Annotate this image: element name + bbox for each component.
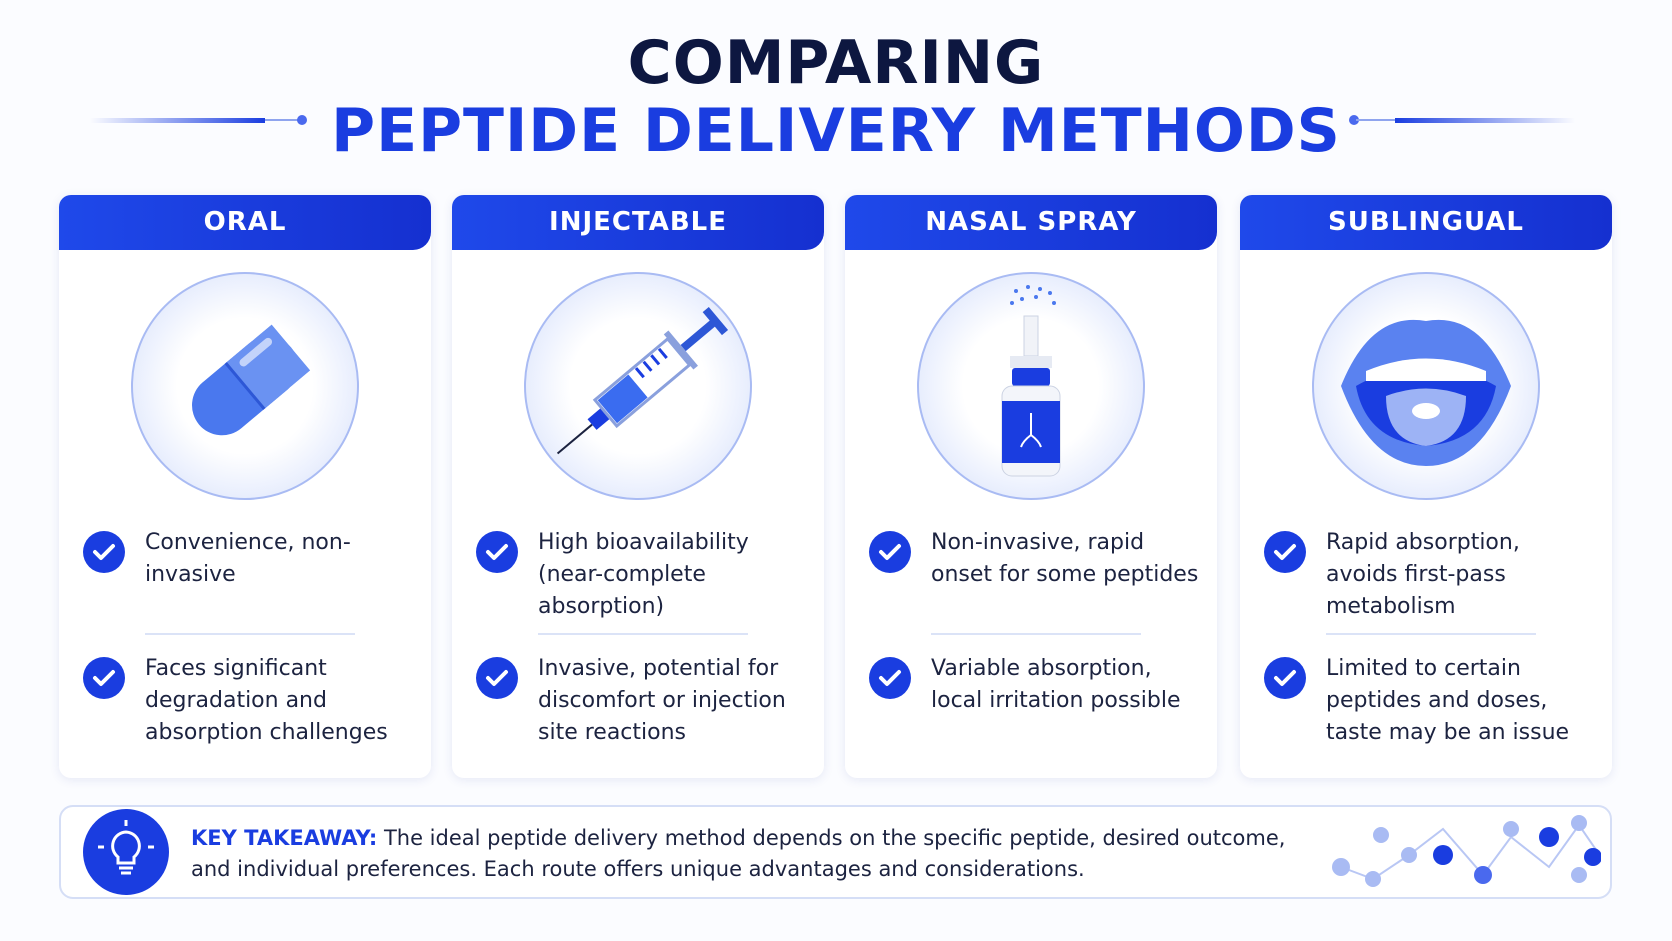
- card-title: NASAL SPRAY: [845, 195, 1217, 250]
- takeaway-label: KEY TAKEAWAY:: [191, 826, 378, 850]
- method-icon: [917, 272, 1145, 500]
- check-icon: [476, 657, 518, 699]
- point-text: Convenience, non-invasive: [145, 530, 351, 587]
- method-icon: [131, 272, 359, 500]
- takeaway-box: KEY TAKEAWAY: The ideal peptide delivery…: [59, 805, 1612, 899]
- check-icon: [476, 531, 518, 573]
- card-title: SUBLINGUAL: [1240, 195, 1612, 250]
- point-text: Rapid absorption, avoids first-pass meta…: [1326, 530, 1520, 619]
- title-dot: [1349, 115, 1359, 125]
- title-dot: [297, 115, 307, 125]
- card: NASAL SPRAY Non-invasive, rapid onset for…: [845, 195, 1217, 778]
- card: SUBLINGUAL Rapid absorption, avoids first…: [1240, 195, 1612, 778]
- bulb-icon: [83, 809, 169, 895]
- separator: [538, 633, 748, 635]
- method-icon: [1312, 272, 1540, 500]
- separator: [145, 633, 355, 635]
- card: INJECTABLE High bioavailability (near-com…: [452, 195, 824, 778]
- check-icon: [83, 531, 125, 573]
- point-text: Limited to certain peptides and doses, t…: [1326, 656, 1570, 745]
- point-text: Non-invasive, rapid onset for some pepti…: [931, 530, 1199, 587]
- check-icon: [1264, 657, 1306, 699]
- takeaway-text: KEY TAKEAWAY: The ideal peptide delivery…: [191, 823, 1291, 885]
- check-icon: [869, 531, 911, 573]
- takeaway-body: The ideal peptide delivery method depend…: [191, 826, 1286, 881]
- check-icon: [869, 657, 911, 699]
- method-icon: [524, 272, 752, 500]
- molecule-decor: [1332, 815, 1601, 887]
- check-icon: [83, 657, 125, 699]
- card: ORAL Convenience, non-invasive Faces signi…: [59, 195, 431, 778]
- title: COMPARING: [627, 28, 1045, 98]
- title: PEPTIDE DELIVERY METHODS: [331, 96, 1341, 166]
- point-text: Invasive, potential for discomfort or in…: [538, 656, 786, 745]
- separator: [931, 633, 1141, 635]
- point-text: High bioavailability (near-complete abso…: [538, 530, 749, 619]
- check-icon: [1264, 531, 1306, 573]
- title-rule: [90, 118, 265, 123]
- card-title: ORAL: [59, 195, 431, 250]
- point-text: Variable absorption, local irritation po…: [931, 656, 1181, 713]
- title-rule: [1395, 118, 1575, 123]
- card-title: INJECTABLE: [452, 195, 824, 250]
- separator: [1326, 633, 1536, 635]
- point-text: Faces significant degradation and absorp…: [145, 656, 388, 745]
